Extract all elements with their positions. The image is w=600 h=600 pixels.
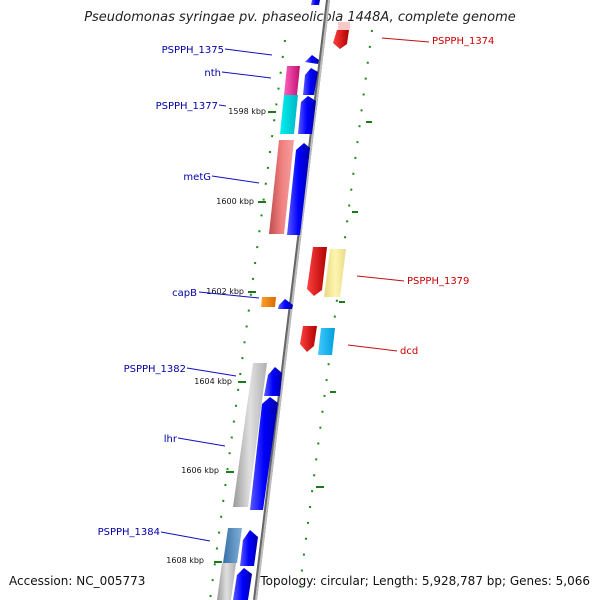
gene-box-pspph-1382 xyxy=(233,363,267,507)
gene-arrow-pspph-1382 xyxy=(264,367,282,396)
gene-box-pspph-1379 xyxy=(324,249,346,297)
map-title: Pseudomonas syringae pv. phaseolicola 14… xyxy=(84,10,516,25)
gene-arrow-bottom xyxy=(233,568,252,600)
gene-label-pspph-1374[interactable]: PSPPH_1374 xyxy=(432,36,494,47)
gene-label-pspph-1379[interactable]: PSPPH_1379 xyxy=(407,276,469,287)
left-dotted-track xyxy=(209,39,286,600)
tick-label: 1600 kbp xyxy=(216,197,254,206)
gene-box-metg xyxy=(269,140,294,234)
tick-label: 1602 kbp xyxy=(206,287,244,296)
gene-arrow-top xyxy=(311,0,320,5)
tick-label: 1604 kbp xyxy=(194,377,232,386)
topology-text: Topology: circular; Length: 5,928,787 bp… xyxy=(260,574,590,588)
gene-arrow-pspph-1379 xyxy=(307,247,327,296)
gene-label-nth[interactable]: nth xyxy=(204,68,221,79)
gene-box-pspph-1374-top xyxy=(338,22,350,30)
gene-label-pspph-1375[interactable]: PSPPH_1375 xyxy=(162,45,224,56)
gene-label-capb[interactable]: capB xyxy=(172,288,197,299)
right-label-leaders xyxy=(347,37,430,352)
gene-arrow-metg xyxy=(287,143,310,235)
gene-arrow-nth xyxy=(303,68,318,95)
tick-label: 1598 kbp xyxy=(228,107,266,116)
gene-box-pspph-1384 xyxy=(223,528,242,563)
backbone xyxy=(255,0,330,600)
gene-arrow-dcd xyxy=(300,326,317,352)
gene-label-metg[interactable]: metG xyxy=(183,172,211,183)
gene-box-bottom xyxy=(217,563,236,600)
gene-label-dcd[interactable]: dcd xyxy=(400,346,418,357)
gene-arrow-lhr xyxy=(250,397,278,510)
gene-label-pspph-1384[interactable]: PSPPH_1384 xyxy=(98,527,160,538)
gene-arrow-pspph-1377 xyxy=(298,96,316,134)
gene-label-pspph-1382[interactable]: PSPPH_1382 xyxy=(124,364,186,375)
gene-label-pspph-1377[interactable]: PSPPH_1377 xyxy=(156,101,218,112)
scale-tick-marks xyxy=(214,111,372,563)
accession-text: Accession: NC_005773 xyxy=(9,574,146,588)
gene-box-capb xyxy=(261,297,276,307)
gene-label-lhr[interactable]: lhr xyxy=(164,434,178,445)
left-label-leaders xyxy=(160,48,273,542)
tick-label: 1606 kbp xyxy=(181,466,219,475)
gene-arrow-capb xyxy=(278,299,293,309)
gene-box-nth xyxy=(284,66,300,95)
gene-box-pspph-1377 xyxy=(280,95,298,134)
gene-arrow-pspph-1384 xyxy=(240,530,258,566)
tick-label: 1608 kbp xyxy=(166,556,204,565)
gene-box-dcd xyxy=(318,328,335,355)
gene-arrow-pspph-1374 xyxy=(333,30,349,49)
gene-arrow-pspph-1375 xyxy=(305,55,319,64)
